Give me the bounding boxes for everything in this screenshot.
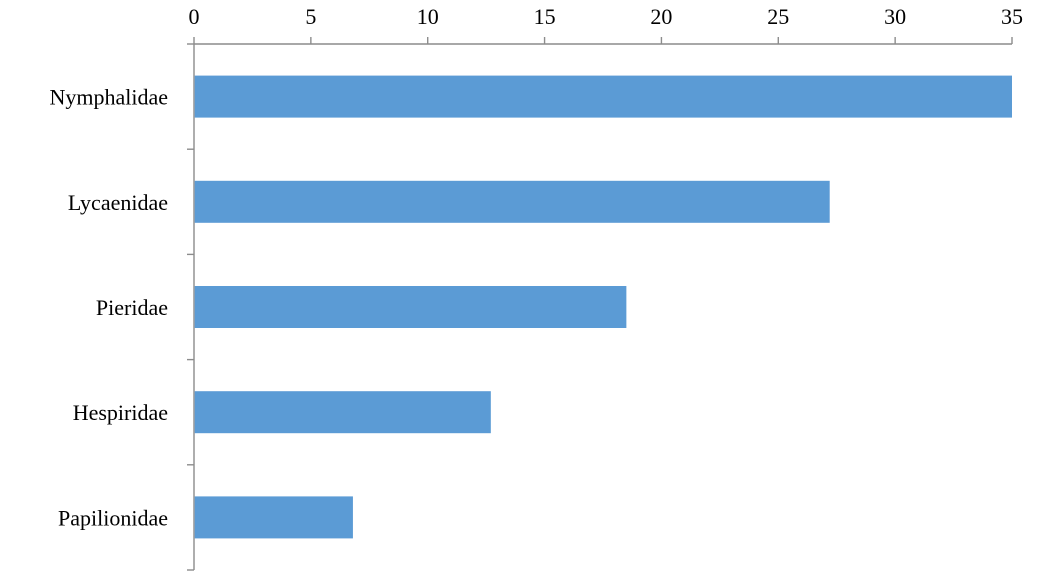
x-tick-label: 5 [305,4,316,29]
category-label-pieridae: Pieridae [96,295,168,320]
bar-lycaenidae [194,180,830,223]
bar-nymphalidae [194,75,1012,118]
x-axis-ticks: 0 5 10 15 20 25 30 35 [189,4,1023,44]
bar-hespiridae [194,391,491,434]
x-tick-label: 10 [417,4,439,29]
x-tick-label: 30 [884,4,906,29]
category-label-papilionidae: Papilionidae [58,505,168,530]
category-label-nymphalidae: Nymphalidae [49,85,168,110]
category-label-hespiridae: Hespiridae [73,400,168,425]
bar-pieridae [194,286,627,328]
category-labels: Nymphalidae Lycaenidae Pieridae Hespiridae P… [49,85,168,531]
category-label-lycaenidae: Lycaenidae [68,190,168,215]
bars-group [194,75,1012,539]
x-tick-label: 0 [189,4,200,29]
x-tick-label: 35 [1001,4,1023,29]
x-tick-label: 15 [534,4,556,29]
x-tick-label: 25 [767,4,789,29]
x-tick-label: 20 [650,4,672,29]
bar-papilionidae [194,496,353,539]
y-axis-ticks [187,43,194,571]
